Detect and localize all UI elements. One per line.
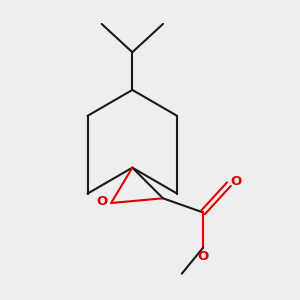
Text: O: O	[197, 250, 208, 262]
Text: O: O	[96, 195, 107, 208]
Text: O: O	[230, 175, 242, 188]
